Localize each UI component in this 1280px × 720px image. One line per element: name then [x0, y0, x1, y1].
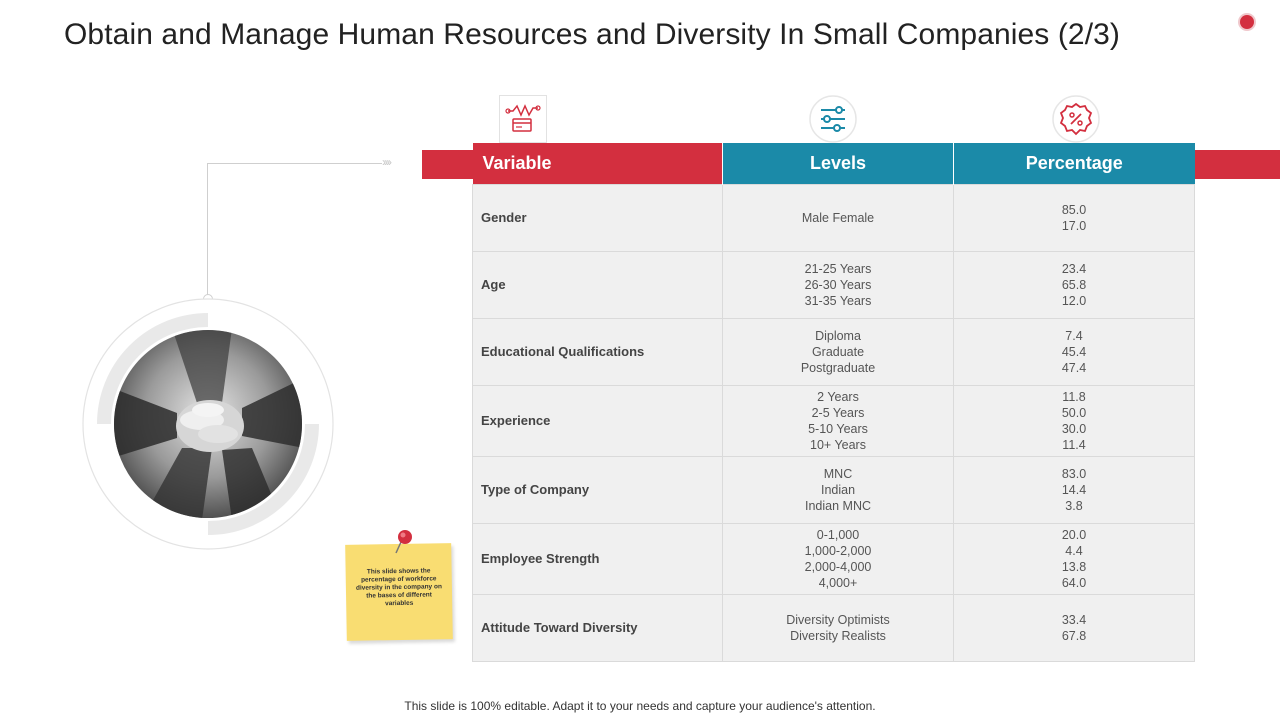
level-value: Graduate: [811, 345, 865, 359]
diversity-table: Variable Levels Percentage Gender Male F…: [472, 143, 1195, 662]
levels-cell: Diversity Optimists Diversity Realists: [722, 594, 954, 662]
percentage-value: 83.0: [1061, 467, 1087, 481]
level-value: Male Female: [801, 211, 875, 225]
percentage-value: 50.0: [1061, 406, 1087, 420]
level-value: Indian MNC: [805, 499, 871, 513]
footer-text: This slide is 100% editable. Adapt it to…: [404, 699, 876, 713]
percentage-value: 67.8: [1061, 629, 1087, 643]
level-value: 5-10 Years: [808, 422, 868, 436]
percentage-value: 7.4: [1065, 329, 1083, 343]
percentage-value: 20.0: [1061, 528, 1087, 542]
percentage-cell: 23.4 65.8 12.0: [953, 251, 1195, 319]
slide-title: Obtain and Manage Human Resources and Di…: [64, 18, 1121, 51]
levels-cell: Male Female: [722, 184, 954, 252]
header-band-left: [422, 150, 474, 179]
percentage-cell: 11.8 50.0 30.0 11.4: [953, 385, 1195, 457]
percentage-value: 14.4: [1061, 483, 1087, 497]
level-value: 2 Years: [817, 390, 859, 404]
table-row: Attitude Toward Diversity Diversity Opti…: [472, 594, 1195, 662]
level-value: 26-30 Years: [804, 278, 872, 292]
level-value: MNC: [823, 467, 853, 481]
percentage-value: 45.4: [1061, 345, 1087, 359]
percentage-cell: 83.0 14.4 3.8: [953, 456, 1195, 524]
variable-cell: Gender: [472, 184, 723, 252]
level-value: 1,000-2,000: [804, 544, 872, 558]
table-row: Gender Male Female 85.0 17.0: [472, 184, 1195, 252]
percentage-value: 47.4: [1061, 361, 1087, 375]
percentage-value: 64.0: [1061, 576, 1087, 590]
percentage-value: 30.0: [1061, 422, 1087, 436]
variable-cell: Employee Strength: [472, 523, 723, 595]
level-value: Diversity Realists: [790, 629, 886, 643]
table-row: Age 21-25 Years 26-30 Years 31-35 Years …: [472, 251, 1195, 319]
percentage-value: 11.8: [1062, 390, 1086, 404]
sticky-note: This slide shows the percentage of workf…: [345, 543, 453, 641]
variable-cell: Age: [472, 251, 723, 319]
variable-cell: Educational Qualifications: [472, 318, 723, 386]
table-row: Employee Strength 0-1,000 1,000-2,000 2,…: [472, 523, 1195, 595]
level-value: Indian: [820, 483, 856, 497]
percentage-value: 13.8: [1061, 560, 1087, 574]
level-value: Postgraduate: [800, 361, 876, 375]
level-value: 21-25 Years: [804, 262, 872, 276]
circuit-card-icon: [499, 95, 547, 143]
table-header-row: Variable Levels Percentage: [472, 143, 1195, 185]
table-row: Type of Company MNC Indian Indian MNC 83…: [472, 456, 1195, 524]
connector-line-horizontal: [207, 163, 382, 164]
connector-line-vertical: [207, 163, 208, 297]
level-value: 0-1,000: [816, 528, 860, 542]
levels-cell: MNC Indian Indian MNC: [722, 456, 954, 524]
percentage-cell: 20.0 4.4 13.8 64.0: [953, 523, 1195, 595]
percentage-value: 23.4: [1061, 262, 1087, 276]
percentage-cell: 7.4 45.4 47.4: [953, 318, 1195, 386]
header-levels: Levels: [722, 143, 954, 185]
level-value: 2,000-4,000: [804, 560, 872, 574]
percentage-value: 3.8: [1065, 499, 1083, 513]
sliders-icon: [809, 95, 857, 143]
percentage-value: 65.8: [1061, 278, 1087, 292]
percent-badge-icon: [1052, 95, 1100, 143]
variable-cell: Type of Company: [472, 456, 723, 524]
header-percentage: Percentage: [953, 143, 1195, 185]
levels-cell: Diploma Graduate Postgraduate: [722, 318, 954, 386]
header-band-right: [1193, 150, 1280, 179]
level-value: 10+ Years: [810, 438, 866, 452]
level-value: 31-35 Years: [804, 294, 872, 308]
corner-dot: [1240, 15, 1254, 29]
team-hands-photo: [82, 298, 334, 550]
levels-cell: 2 Years 2-5 Years 5-10 Years 10+ Years: [722, 385, 954, 457]
percentage-cell: 33.4 67.8: [953, 594, 1195, 662]
level-value: Diploma: [815, 329, 861, 343]
variable-cell: Attitude Toward Diversity: [472, 594, 723, 662]
percentage-value: 17.0: [1061, 219, 1087, 233]
level-value: Diversity Optimists: [786, 613, 890, 627]
variable-cell: Experience: [472, 385, 723, 457]
header-variable: Variable: [472, 143, 723, 185]
levels-cell: 21-25 Years 26-30 Years 31-35 Years: [722, 251, 954, 319]
levels-cell: 0-1,000 1,000-2,000 2,000-4,000 4,000+: [722, 523, 954, 595]
table-row: Educational Qualifications Diploma Gradu…: [472, 318, 1195, 386]
percentage-value: 12.0: [1061, 294, 1087, 308]
percentage-value: 11.4: [1062, 438, 1086, 452]
push-pin-icon: [393, 528, 417, 556]
percentage-value: 85.0: [1061, 203, 1087, 217]
percentage-cell: 85.0 17.0: [953, 184, 1195, 252]
level-value: 2-5 Years: [811, 406, 865, 420]
sticky-note-text: This slide shows the percentage of workf…: [355, 567, 442, 608]
percentage-value: 33.4: [1061, 613, 1087, 627]
percentage-value: 4.4: [1065, 544, 1083, 558]
chevrons-icon: ››››: [382, 155, 392, 169]
level-value: 4,000+: [818, 576, 858, 590]
table-row: Experience 2 Years 2-5 Years 5-10 Years …: [472, 385, 1195, 457]
